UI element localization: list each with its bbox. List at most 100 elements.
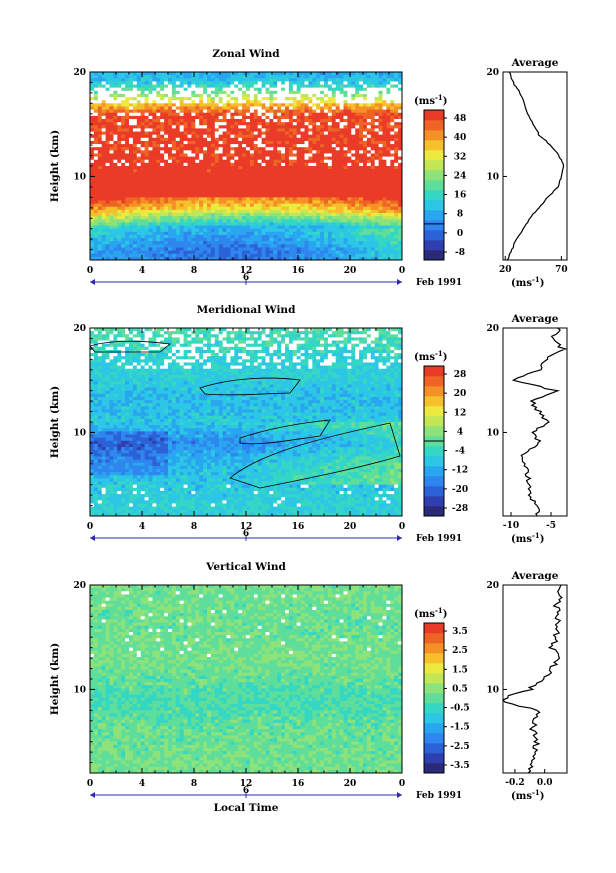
heatmap-cell (129, 166, 134, 170)
heatmap-cell (285, 112, 290, 117)
heatmap-cell (140, 90, 145, 95)
heatmap-cell (195, 175, 200, 179)
heatmap-cell (230, 75, 235, 79)
heatmap-cell (277, 153, 282, 157)
heatmap-cell (199, 131, 204, 136)
heatmap-cell (378, 222, 383, 226)
heatmap-cell (234, 228, 239, 233)
heatmap-cell (242, 131, 247, 136)
heatmap-cell (320, 209, 325, 214)
heatmap-cell (359, 128, 364, 132)
heatmap-cell (187, 181, 192, 186)
heatmap-cell (296, 184, 301, 189)
heatmap-cell (265, 100, 270, 104)
heatmap-cell (207, 166, 212, 170)
heatmap-cell (355, 84, 360, 89)
heatmap-cell (378, 191, 383, 195)
heatmap-cell (370, 222, 376, 226)
average-profile-line (506, 71, 565, 261)
heatmap-cell (374, 93, 379, 98)
heatmap-cell (230, 162, 235, 167)
heatmap-cell (97, 112, 103, 117)
heatmap-cell (335, 115, 340, 120)
heatmap-cell (269, 112, 274, 117)
heatmap-cell (355, 178, 360, 183)
heatmap-cell (390, 169, 395, 173)
heatmap-cell (300, 156, 305, 161)
heatmap-cell (339, 112, 344, 117)
heatmap-cell (129, 184, 134, 189)
heatmap-cell (308, 191, 313, 195)
heatmap-cell (191, 187, 196, 192)
heatmap-cell (109, 200, 114, 204)
heatmap-cell (285, 78, 290, 82)
heatmap-cell (378, 103, 383, 107)
heatmap-cell (366, 140, 372, 145)
heatmap-cell (132, 256, 138, 260)
heatmap-cell (168, 122, 173, 126)
heatmap-cell (210, 140, 216, 145)
heatmap-cell (261, 187, 266, 192)
heatmap-cell (316, 128, 321, 132)
heatmap-cell (335, 84, 340, 89)
heatmap-cell (121, 228, 126, 233)
heatmap-cell (171, 244, 177, 248)
heatmap-cell (288, 125, 294, 129)
heatmap-cell (136, 75, 142, 79)
heatmap-cell (288, 153, 294, 157)
heatmap-cell (175, 200, 181, 204)
heatmap-cell (331, 115, 337, 120)
heatmap-cell (210, 219, 216, 223)
heatmap-cell (175, 131, 181, 136)
heatmap-cell (366, 187, 372, 192)
heatmap-cell (363, 97, 368, 101)
heatmap-cell (269, 156, 274, 161)
heatmap-cell (175, 169, 181, 173)
heatmap-cell (129, 112, 134, 117)
heatmap-cell (390, 206, 395, 211)
heatmap-cell (242, 156, 247, 161)
heatmap-cell (296, 172, 301, 176)
heatmap-cell (203, 153, 208, 157)
heatmap-cell (230, 128, 235, 132)
heatmap-cell (351, 191, 356, 195)
heatmap-cell (265, 256, 270, 260)
heatmap-cell (156, 194, 161, 198)
heatmap-cell (398, 213, 402, 217)
heatmap-cell (199, 78, 204, 82)
heatmap-cell (390, 184, 395, 189)
heatmap-cell (207, 175, 212, 179)
heatmap-cell (101, 203, 106, 208)
heatmap-cell (171, 156, 177, 161)
heatmap-cell (343, 247, 348, 251)
heatmap-cell (363, 131, 368, 136)
heatmap-cell (207, 228, 212, 233)
heatmap-cell (335, 109, 340, 114)
heatmap-cell (214, 97, 220, 101)
heatmap-cell (222, 231, 227, 236)
heatmap-cell (359, 103, 364, 107)
heatmap-cell (269, 225, 274, 230)
heatmap-cell (113, 84, 118, 89)
heatmap-cell (152, 194, 157, 198)
heatmap-cell (136, 90, 142, 95)
heatmap-cell (230, 253, 235, 258)
heatmap-cell (320, 216, 325, 220)
heatmap-cell (253, 256, 259, 260)
heatmap-cell (203, 200, 208, 204)
heatmap-cell (168, 100, 173, 104)
heatmap-cell (382, 119, 387, 123)
heatmap-cell (238, 162, 243, 167)
heatmap-cell (234, 128, 239, 132)
heatmap-cell (347, 219, 352, 223)
heatmap-cell (117, 228, 122, 233)
heatmap-cell (312, 219, 317, 223)
heatmap-cell (203, 156, 208, 161)
heatmap-cell (203, 234, 208, 239)
heatmap-cell (179, 97, 184, 101)
heatmap-cell (195, 140, 200, 145)
heatmap-cell (261, 200, 266, 204)
heatmap-cell (203, 213, 208, 217)
heatmap-cell (253, 109, 259, 114)
heatmap-cell (277, 241, 282, 245)
